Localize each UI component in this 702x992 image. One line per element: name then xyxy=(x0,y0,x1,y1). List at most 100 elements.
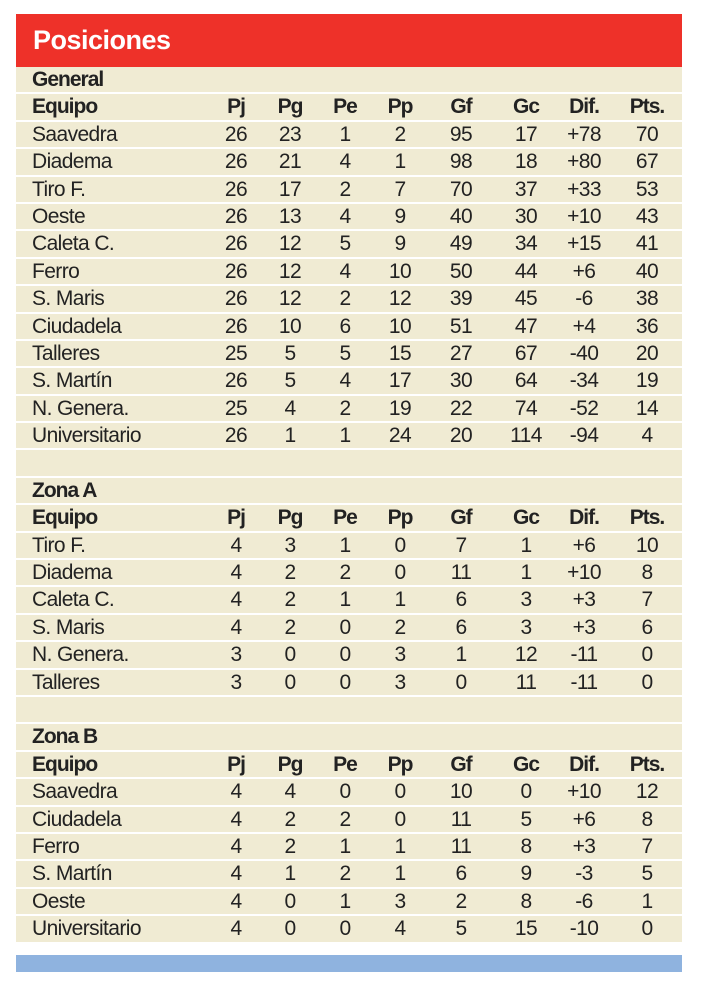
table-row: S. Maris 26 12 2 12 39 45 -6 38 xyxy=(16,286,682,312)
stat-cell: 6 xyxy=(455,862,467,886)
column-header-row: Equipo Pj Pg Pe Pp Gf Gc Dif. Pts. xyxy=(16,505,682,531)
table-title: Zona A xyxy=(32,478,97,502)
stat-cell: 0 xyxy=(641,917,653,941)
stat-cell: 10 xyxy=(635,533,659,557)
column-header: Pg xyxy=(277,752,304,776)
table-row: Caleta C. 4 2 1 1 6 3 +3 7 xyxy=(16,587,682,613)
stat-cell: 5 xyxy=(339,232,351,256)
column-header: Pts. xyxy=(629,506,666,530)
stat-cell: 3 xyxy=(230,643,242,667)
table-row: N. Genera. 25 4 2 19 22 74 -52 14 xyxy=(16,395,682,422)
stat-cell: 1 xyxy=(394,862,406,886)
stat-cell: 114 xyxy=(510,424,542,448)
stat-cell: 13 xyxy=(278,204,302,228)
stat-cell: 47 xyxy=(514,314,538,338)
column-header: Dif. xyxy=(569,95,600,119)
stat-cell: 4 xyxy=(394,917,406,941)
stat-cell: -11 xyxy=(570,670,599,694)
team-name: Caleta C. xyxy=(32,232,115,256)
stat-cell: 70 xyxy=(635,122,659,146)
stat-cell: 5 xyxy=(284,341,296,365)
stat-cell: 1 xyxy=(520,533,532,557)
stat-cell: 0 xyxy=(455,670,467,694)
stat-cell: 7 xyxy=(455,533,467,557)
team-name: Diadema xyxy=(32,150,112,174)
column-header-row: Equipo Pj Pg Pe Pp Gf Gc Dif. Pts. xyxy=(16,751,682,778)
stat-cell: 8 xyxy=(520,889,532,913)
stat-cell: 11 xyxy=(450,807,472,831)
stat-cell: 2 xyxy=(284,588,296,612)
stat-cell: +80 xyxy=(567,150,601,174)
stat-cell: 4 xyxy=(339,369,351,393)
stat-cell: 1 xyxy=(339,834,351,858)
stat-cell: 2 xyxy=(284,615,296,639)
column-header: Gc xyxy=(512,506,540,530)
team-name: Ciudadela xyxy=(32,314,122,338)
stat-cell: +6 xyxy=(572,533,596,557)
stat-cell: 8 xyxy=(641,561,653,585)
stat-cell: +10 xyxy=(567,780,601,804)
team-name: S. Maris xyxy=(32,287,105,311)
stat-cell: 23 xyxy=(278,122,302,146)
stat-cell: 1 xyxy=(284,424,296,448)
stat-cell: 1 xyxy=(339,889,351,913)
stat-cell: 5 xyxy=(641,862,653,886)
table-row: S. Martín 4 1 2 1 6 9 -3 5 xyxy=(16,861,682,887)
stat-cell: -3 xyxy=(575,862,593,886)
stat-cell: 53 xyxy=(635,177,659,201)
stat-cell: 1 xyxy=(339,533,351,557)
stat-cell: 11 xyxy=(450,834,472,858)
stat-cell: 9 xyxy=(520,862,532,886)
stat-cell: 2 xyxy=(339,396,351,420)
stat-cell: 95 xyxy=(449,122,473,146)
stat-cell: 7 xyxy=(641,588,653,612)
stat-cell: 26 xyxy=(224,424,248,448)
column-header: Pj xyxy=(227,752,246,776)
stat-cell: -10 xyxy=(569,917,599,941)
stat-cell: 67 xyxy=(635,150,659,174)
team-name: Universitario xyxy=(32,917,142,941)
stat-cell: 4 xyxy=(230,917,242,941)
stat-cell: 1 xyxy=(284,862,296,886)
stat-cell: 0 xyxy=(394,533,406,557)
stat-cell: 41 xyxy=(635,232,659,256)
team-name: Ferro xyxy=(32,834,80,858)
stat-cell: 0 xyxy=(284,917,296,941)
stat-cell: 3 xyxy=(394,889,406,913)
column-header: Gc xyxy=(512,95,540,119)
stat-cell: 8 xyxy=(520,834,532,858)
team-name: Tiro F. xyxy=(32,177,86,201)
stat-cell: 3 xyxy=(394,643,406,667)
stat-cell: 20 xyxy=(449,424,473,448)
column-header: Pts. xyxy=(629,95,666,119)
stat-cell: 2 xyxy=(339,177,351,201)
stat-cell: 9 xyxy=(394,232,406,256)
stat-cell: +6 xyxy=(572,259,596,283)
stat-cell: 44 xyxy=(514,259,538,283)
stat-cell: 1 xyxy=(455,643,467,667)
stat-cell: +3 xyxy=(572,615,596,639)
stat-cell: 30 xyxy=(449,369,473,393)
column-header: Gf xyxy=(450,752,472,776)
stat-cell: 4 xyxy=(230,533,242,557)
stat-cell: 39 xyxy=(449,287,473,311)
team-name: S. Martín xyxy=(32,369,112,393)
stat-cell: 4 xyxy=(284,780,296,804)
column-header: Equipo xyxy=(32,95,98,119)
team-name: Caleta C. xyxy=(32,588,115,612)
stat-cell: 26 xyxy=(224,259,248,283)
stat-cell: 37 xyxy=(514,177,538,201)
column-header: Pe xyxy=(333,506,358,530)
stat-cell: 38 xyxy=(635,287,659,311)
stat-cell: -34 xyxy=(569,369,599,393)
column-header: Pg xyxy=(277,506,304,530)
stat-cell: -40 xyxy=(569,341,599,365)
table-row: N. Genera. 3 0 0 3 1 12 -11 0 xyxy=(16,642,682,668)
stat-cell: -6 xyxy=(575,889,593,913)
table-row: Talleres 3 0 0 3 0 11 -11 0 xyxy=(16,669,682,695)
stat-cell: 2 xyxy=(339,287,351,311)
stat-cell: 18 xyxy=(514,150,538,174)
stat-cell: 12 xyxy=(635,780,659,804)
spacer-row xyxy=(16,450,682,476)
stat-cell: 12 xyxy=(278,287,302,311)
